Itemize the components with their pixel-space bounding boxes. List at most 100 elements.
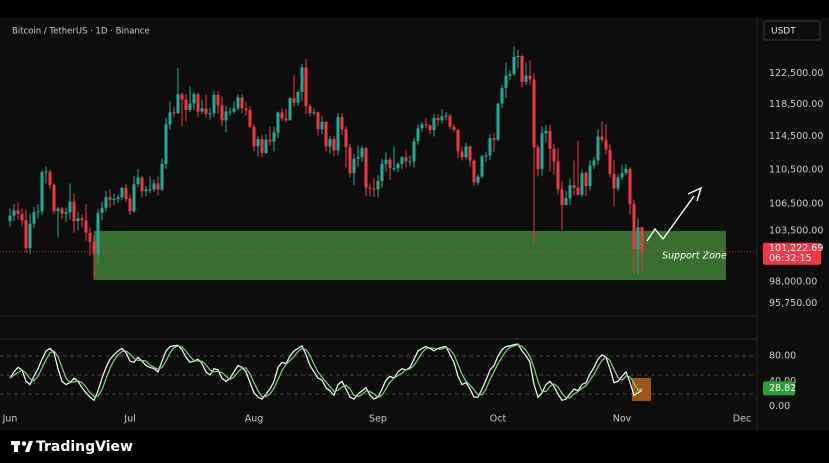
candle-body bbox=[236, 97, 240, 109]
candle-body bbox=[368, 187, 372, 189]
candle-body bbox=[480, 156, 484, 177]
candle-body bbox=[344, 129, 348, 148]
osc-tick-label: 80.00 bbox=[769, 351, 796, 362]
candle-body bbox=[548, 130, 552, 149]
candle-body bbox=[32, 212, 36, 224]
candle-body bbox=[568, 185, 572, 199]
candle-body bbox=[112, 198, 116, 200]
candle-body bbox=[324, 121, 328, 147]
candle-body bbox=[104, 197, 108, 208]
candle-body bbox=[592, 160, 596, 166]
osc-value-label: 28.82 bbox=[769, 383, 796, 394]
x-tick-label: Aug bbox=[245, 414, 264, 425]
candle-body bbox=[532, 79, 536, 148]
candle-body bbox=[364, 148, 368, 188]
candle-body bbox=[416, 128, 420, 142]
candle-body bbox=[604, 139, 608, 150]
candle-body bbox=[16, 210, 20, 214]
candle-body bbox=[336, 117, 340, 151]
x-tick-label: Nov bbox=[613, 414, 632, 425]
candle-body bbox=[160, 163, 164, 190]
candle-body bbox=[184, 99, 188, 110]
footer-bar bbox=[0, 430, 829, 463]
candle-body bbox=[84, 220, 88, 233]
y-tick-label: 114,500.00 bbox=[769, 131, 823, 142]
candle-body bbox=[124, 187, 128, 199]
candle-body bbox=[60, 208, 64, 214]
candle-body bbox=[500, 88, 504, 104]
candle-body bbox=[272, 132, 276, 142]
candle-body bbox=[372, 188, 376, 190]
candle-body bbox=[428, 125, 432, 131]
candle-body bbox=[172, 112, 176, 114]
candle-body bbox=[464, 146, 468, 158]
candle-body bbox=[192, 94, 196, 104]
candle-body bbox=[520, 56, 524, 82]
candle-body bbox=[164, 124, 168, 164]
y-tick-label: 118,500.00 bbox=[769, 99, 823, 110]
countdown: 06:32:15 bbox=[769, 253, 812, 264]
candle-body bbox=[524, 75, 528, 82]
candle-body bbox=[264, 139, 268, 153]
candle-body bbox=[152, 183, 156, 190]
osc-line bbox=[9, 343, 643, 402]
candle-body bbox=[44, 171, 48, 173]
candle-body bbox=[460, 151, 464, 158]
candle-body bbox=[288, 98, 292, 121]
candle-body bbox=[244, 108, 248, 110]
candle-body bbox=[248, 109, 252, 127]
candle-body bbox=[240, 97, 244, 109]
candle-body bbox=[304, 67, 308, 107]
candle-body bbox=[200, 108, 204, 112]
candle-body bbox=[584, 173, 588, 186]
candle-body bbox=[476, 176, 480, 183]
candle-body bbox=[448, 115, 452, 127]
candle-body bbox=[308, 106, 312, 114]
candle-body bbox=[472, 160, 476, 183]
y-tick-label: 106,500.00 bbox=[769, 199, 823, 210]
osc-value-box bbox=[763, 381, 795, 396]
candle-body bbox=[484, 155, 488, 157]
candle-body bbox=[468, 146, 472, 161]
candle-body bbox=[320, 121, 324, 130]
candle-body bbox=[108, 197, 112, 200]
logo-part bbox=[14, 441, 18, 452]
highlight-box bbox=[632, 378, 651, 401]
support-zone bbox=[94, 230, 726, 281]
zone-label: Support Zone bbox=[662, 251, 727, 262]
candle-body bbox=[380, 163, 384, 181]
candle-body bbox=[612, 174, 616, 189]
y-tick-label: 103,500.00 bbox=[769, 225, 823, 236]
candle-body bbox=[148, 189, 152, 191]
candle-body bbox=[440, 116, 444, 121]
candle-body bbox=[608, 149, 612, 175]
candle-body bbox=[140, 177, 144, 192]
currency-box[interactable] bbox=[763, 20, 821, 41]
candle-body bbox=[328, 138, 332, 147]
candle-body bbox=[512, 56, 516, 75]
candle-body bbox=[628, 168, 632, 205]
candle-body bbox=[36, 211, 40, 213]
candle-body bbox=[508, 74, 512, 76]
candle-body bbox=[404, 157, 408, 162]
candle-body bbox=[56, 208, 60, 212]
candle-body bbox=[168, 112, 172, 125]
candle-body bbox=[132, 184, 136, 212]
candle-body bbox=[260, 138, 264, 153]
candle-body bbox=[116, 197, 120, 199]
candle-body bbox=[588, 165, 592, 186]
candle-body bbox=[28, 223, 32, 249]
y-tick-label: 122,500.00 bbox=[769, 68, 823, 79]
logo-part bbox=[25, 441, 33, 452]
candle-body bbox=[252, 126, 256, 147]
candle-body bbox=[496, 103, 500, 140]
candle-body bbox=[436, 117, 440, 121]
candle-body bbox=[276, 112, 280, 133]
candle-body bbox=[88, 232, 92, 242]
candle-body bbox=[596, 136, 600, 161]
candle-body bbox=[488, 138, 492, 156]
currency: USDT bbox=[771, 27, 796, 37]
candle-body bbox=[620, 173, 624, 178]
candle-body bbox=[80, 218, 84, 221]
